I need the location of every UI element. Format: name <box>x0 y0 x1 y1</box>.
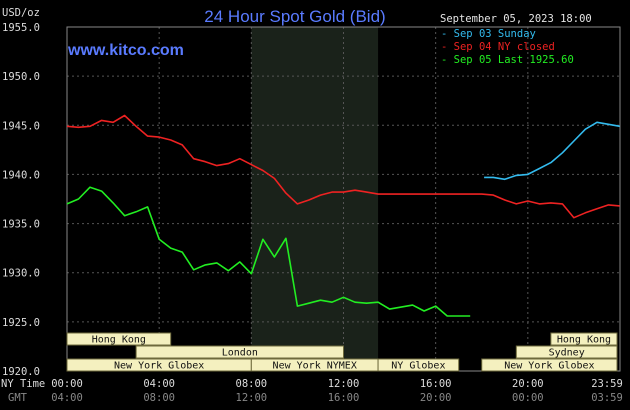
y-axis-ticks: 1955.0 1950.0 1945.0 1940.0 1935.0 1930.0 1925… <box>2 22 40 378</box>
session-label: Sydney <box>549 348 585 359</box>
market-sessions: Hong Kong London New York Globex New York N… <box>66 332 618 372</box>
session-bar <box>135 345 344 359</box>
chart-datetime: September 05, 2023 18:00 <box>440 13 592 25</box>
x-tick-gmt-label: 16:00 <box>328 392 360 404</box>
x-tick-gmt-label: 03:59 <box>591 392 623 404</box>
site-watermark: www.kitco.com <box>67 42 184 59</box>
x-axis-ny-label: NY Time <box>1 378 45 390</box>
y-axis-unit: USD/oz <box>2 7 40 19</box>
session-bar <box>550 332 618 346</box>
y-tick-label: 1945.0 <box>2 120 40 132</box>
x-tick-ny-label: 08:00 <box>236 378 268 390</box>
session-label: NY Globex <box>391 361 445 372</box>
session-label: Hong Kong <box>557 335 611 346</box>
x-tick-gmt-label: 08:00 <box>143 392 175 404</box>
legend-sep03: - Sep 03 Sunday <box>441 28 536 40</box>
legend-sep04: - Sep 04 NY closed <box>441 41 555 53</box>
y-tick-label: 1950.0 <box>2 71 40 83</box>
x-tick-gmt-label: 20:00 <box>420 392 452 404</box>
y-tick-label: 1925.0 <box>2 317 40 329</box>
x-axis: NY Time GMT 00:00 04:00 08:00 12:00 16:00 20:… <box>1 378 623 404</box>
x-axis-gmt-label: GMT <box>8 392 28 404</box>
series-lines <box>66 114 620 317</box>
legend-sep05: - Sep 05 Last 1925.60 <box>441 54 574 66</box>
series-line-1 <box>66 114 620 219</box>
series-line-2 <box>66 186 471 317</box>
session-bar <box>515 345 618 359</box>
y-tick-label: 1935.0 <box>2 219 40 231</box>
session-bar <box>481 358 618 372</box>
session-bar <box>66 332 172 346</box>
x-tick-ny-label: 23:59 <box>591 378 623 390</box>
session-bar <box>377 358 460 372</box>
chart-title: 24 Hour Spot Gold (Bid) <box>204 7 385 26</box>
session-label: New York NYMEX <box>273 361 357 372</box>
x-tick-ny-label: 20:00 <box>512 378 544 390</box>
nymex-shaded-region <box>251 27 379 371</box>
session-label: New York Globex <box>114 361 204 372</box>
y-tick-label: 1940.0 <box>2 169 40 181</box>
x-tick-gmt-label: 00:00 <box>512 392 544 404</box>
x-tick-ny-label: 16:00 <box>420 378 452 390</box>
x-tick-ny-label: 12:00 <box>328 378 360 390</box>
session-label: Hong Kong <box>92 335 146 346</box>
y-tick-label: 1930.0 <box>2 268 40 280</box>
series-line-0 <box>484 121 620 181</box>
legend: - Sep 03 Sunday - Sep 04 NY closed - Sep… <box>441 28 574 66</box>
session-label: New York Globex <box>504 361 594 372</box>
session-label: London <box>222 348 258 359</box>
x-tick-ny-label: 04:00 <box>143 378 175 390</box>
y-tick-label: 1955.0 <box>2 22 40 34</box>
x-tick-gmt-label: 12:00 <box>236 392 268 404</box>
y-tick-label: 1920.0 <box>2 366 40 378</box>
x-tick-ny-label: 00:00 <box>51 378 83 390</box>
x-tick-gmt-label: 04:00 <box>51 392 83 404</box>
x-axis-ticks: 00:00 04:00 08:00 12:00 16:00 20:00 23:59 04:00… <box>51 378 623 404</box>
